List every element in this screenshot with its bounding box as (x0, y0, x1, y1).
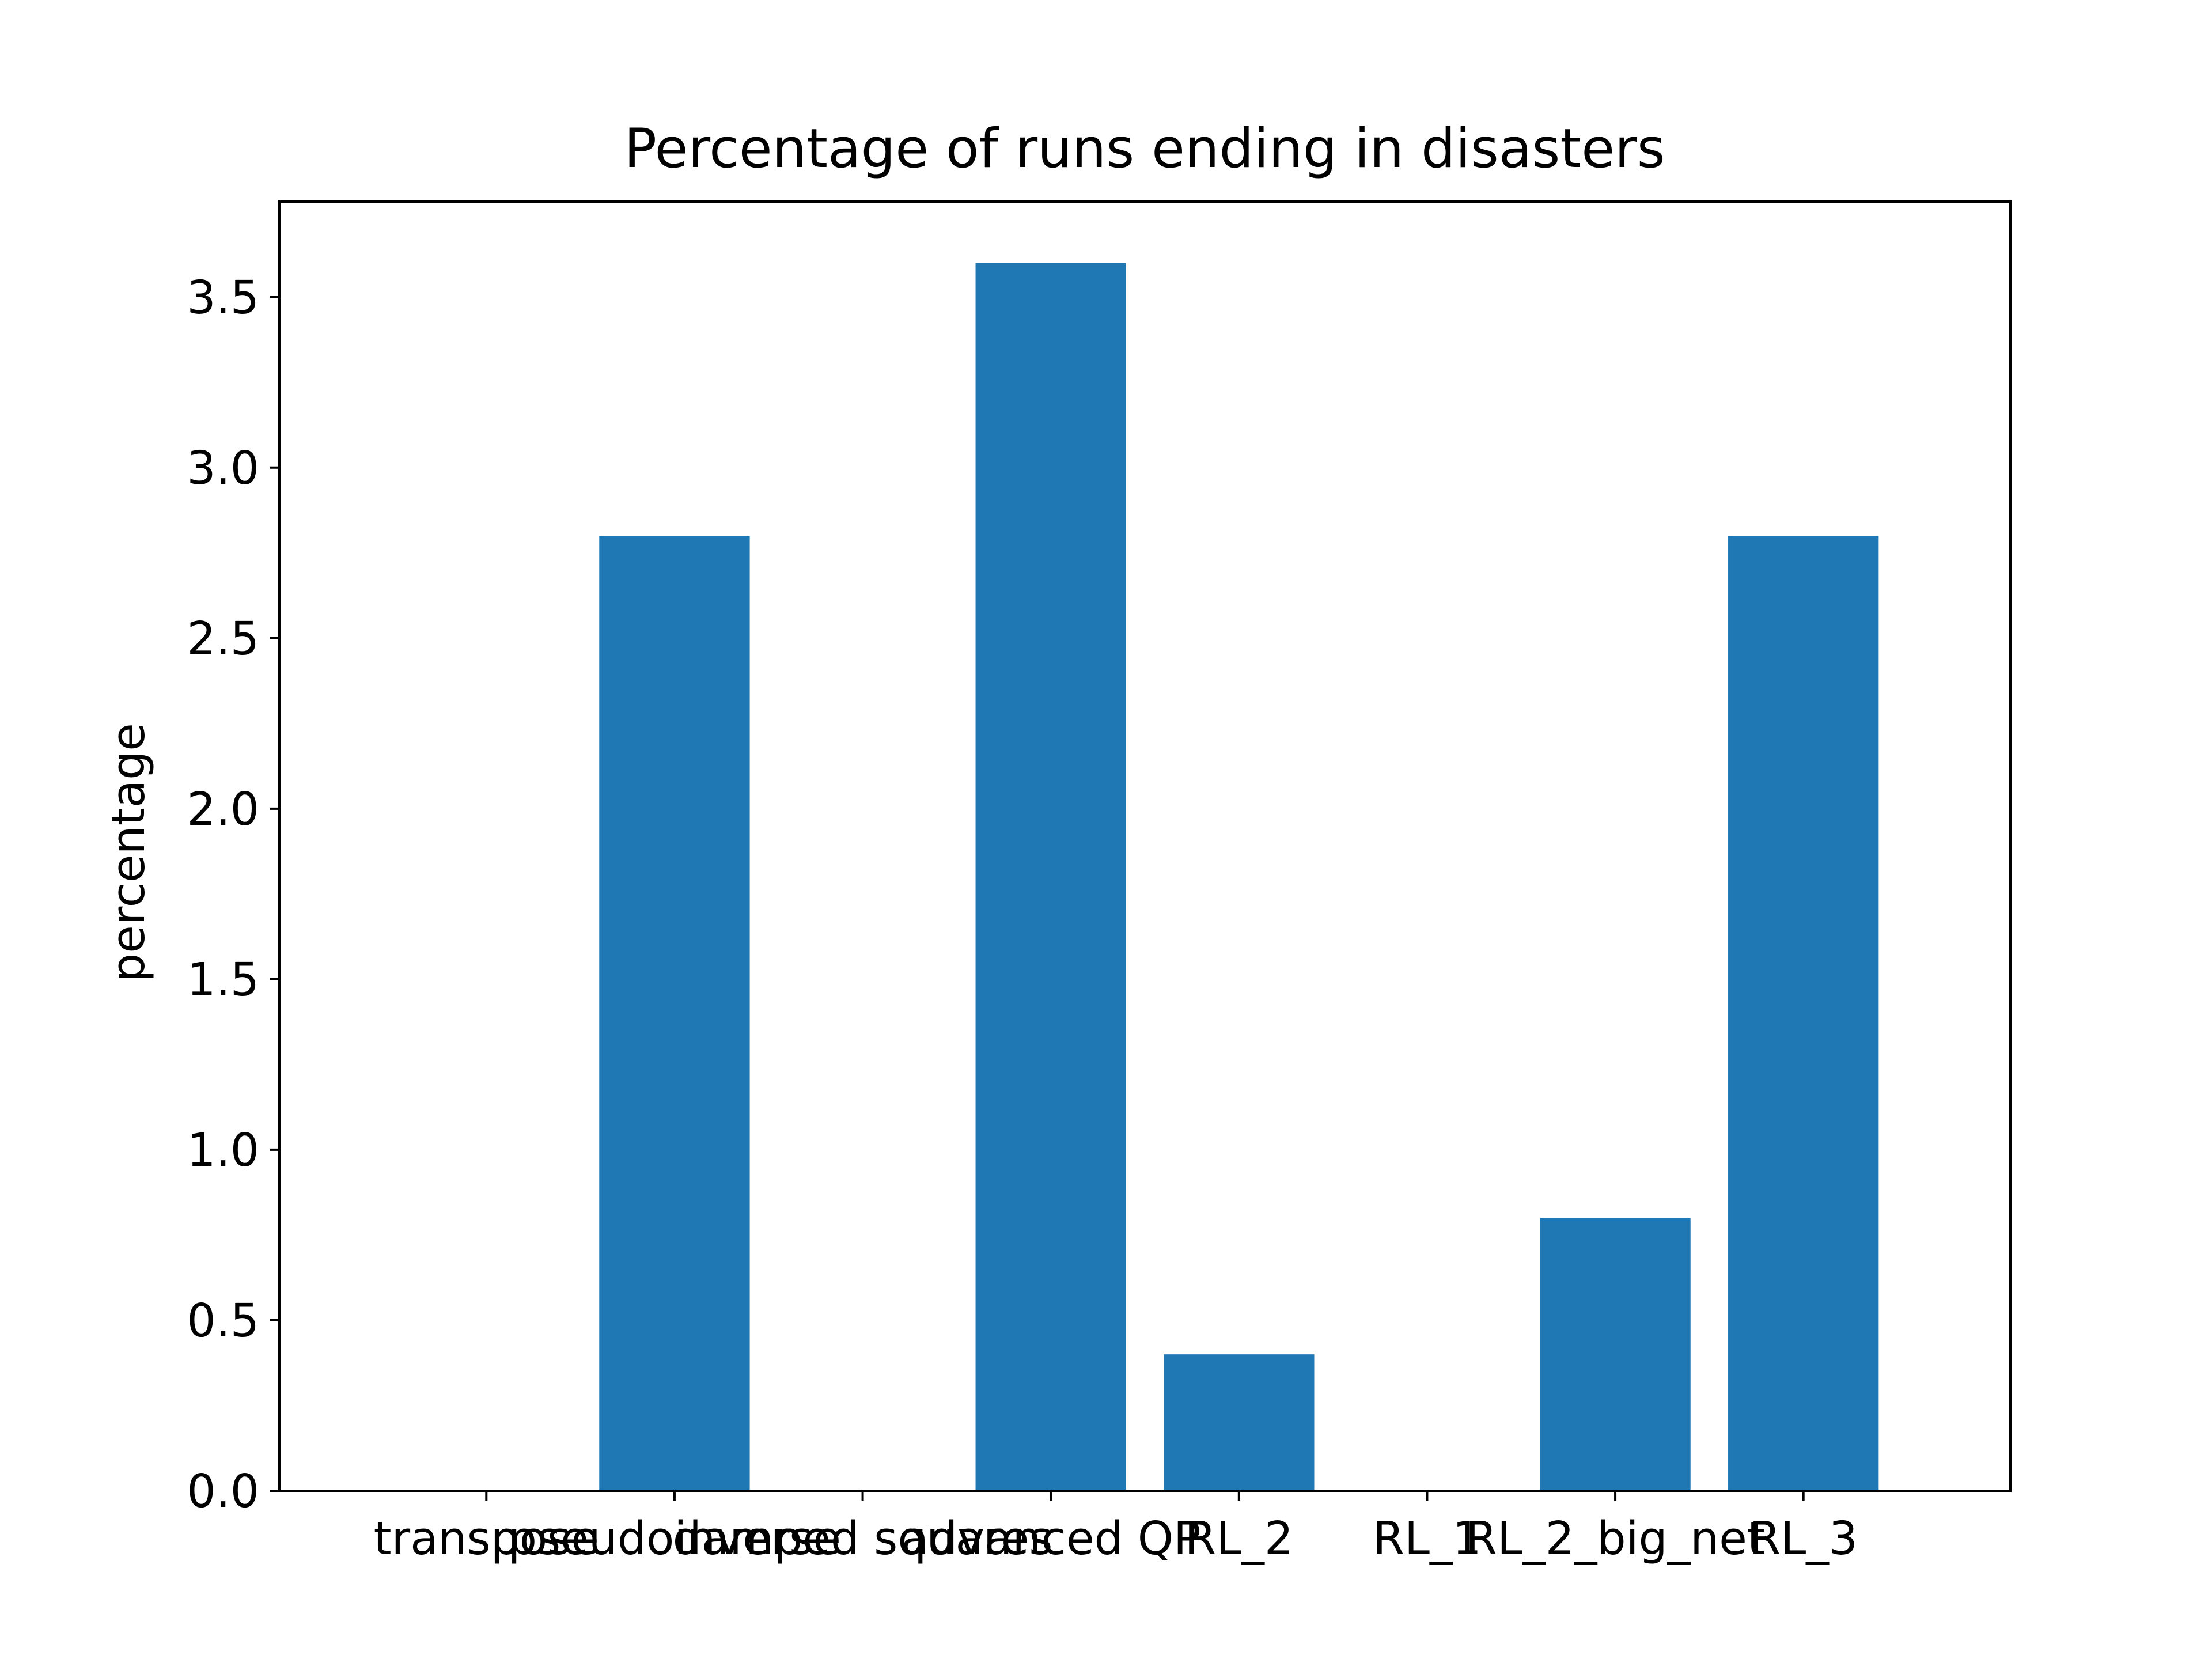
y-tick-label: 2.5 (187, 612, 259, 665)
x-tick-label: advanced QP (901, 1512, 1201, 1565)
bar-RL_2_big_net (1540, 1218, 1691, 1491)
chart-title: Percentage of runs ending in disasters (624, 118, 1665, 180)
y-tick-label: 0.0 (187, 1465, 259, 1518)
y-axis-ticks: 0.0 0.5 1.0 1.5 2.0 2.5 3.0 3.5 (187, 271, 279, 1518)
bar-RL_2 (1164, 1354, 1315, 1491)
x-tick-label: transpose (374, 1512, 599, 1565)
y-tick-label: 1.5 (187, 953, 259, 1006)
bar-pseudoinverse (599, 536, 750, 1491)
x-tick-label: RL_2_big_net (1465, 1512, 1765, 1565)
plot-area-frame (278, 200, 2012, 1492)
y-tick-label: 3.5 (187, 271, 259, 324)
y-tick-label: 2.0 (187, 783, 259, 836)
x-tick-label: pseudoinverse (508, 1512, 841, 1565)
bars-group (599, 263, 1879, 1491)
y-tick-label: 0.5 (187, 1294, 259, 1347)
bar-advanced QP (975, 263, 1126, 1491)
x-tick-label: RL_2 (1184, 1512, 1293, 1565)
x-tick-label: RL_1 (1373, 1512, 1482, 1565)
bar-RL_3 (1728, 536, 1879, 1491)
y-tick-label: 3.0 (187, 442, 259, 495)
x-tick-label: RL_3 (1749, 1512, 1858, 1565)
x-tick-label: damped squares (673, 1512, 1053, 1565)
y-axis-label: percentage (102, 723, 155, 982)
y-tick-label: 1.0 (187, 1124, 259, 1177)
